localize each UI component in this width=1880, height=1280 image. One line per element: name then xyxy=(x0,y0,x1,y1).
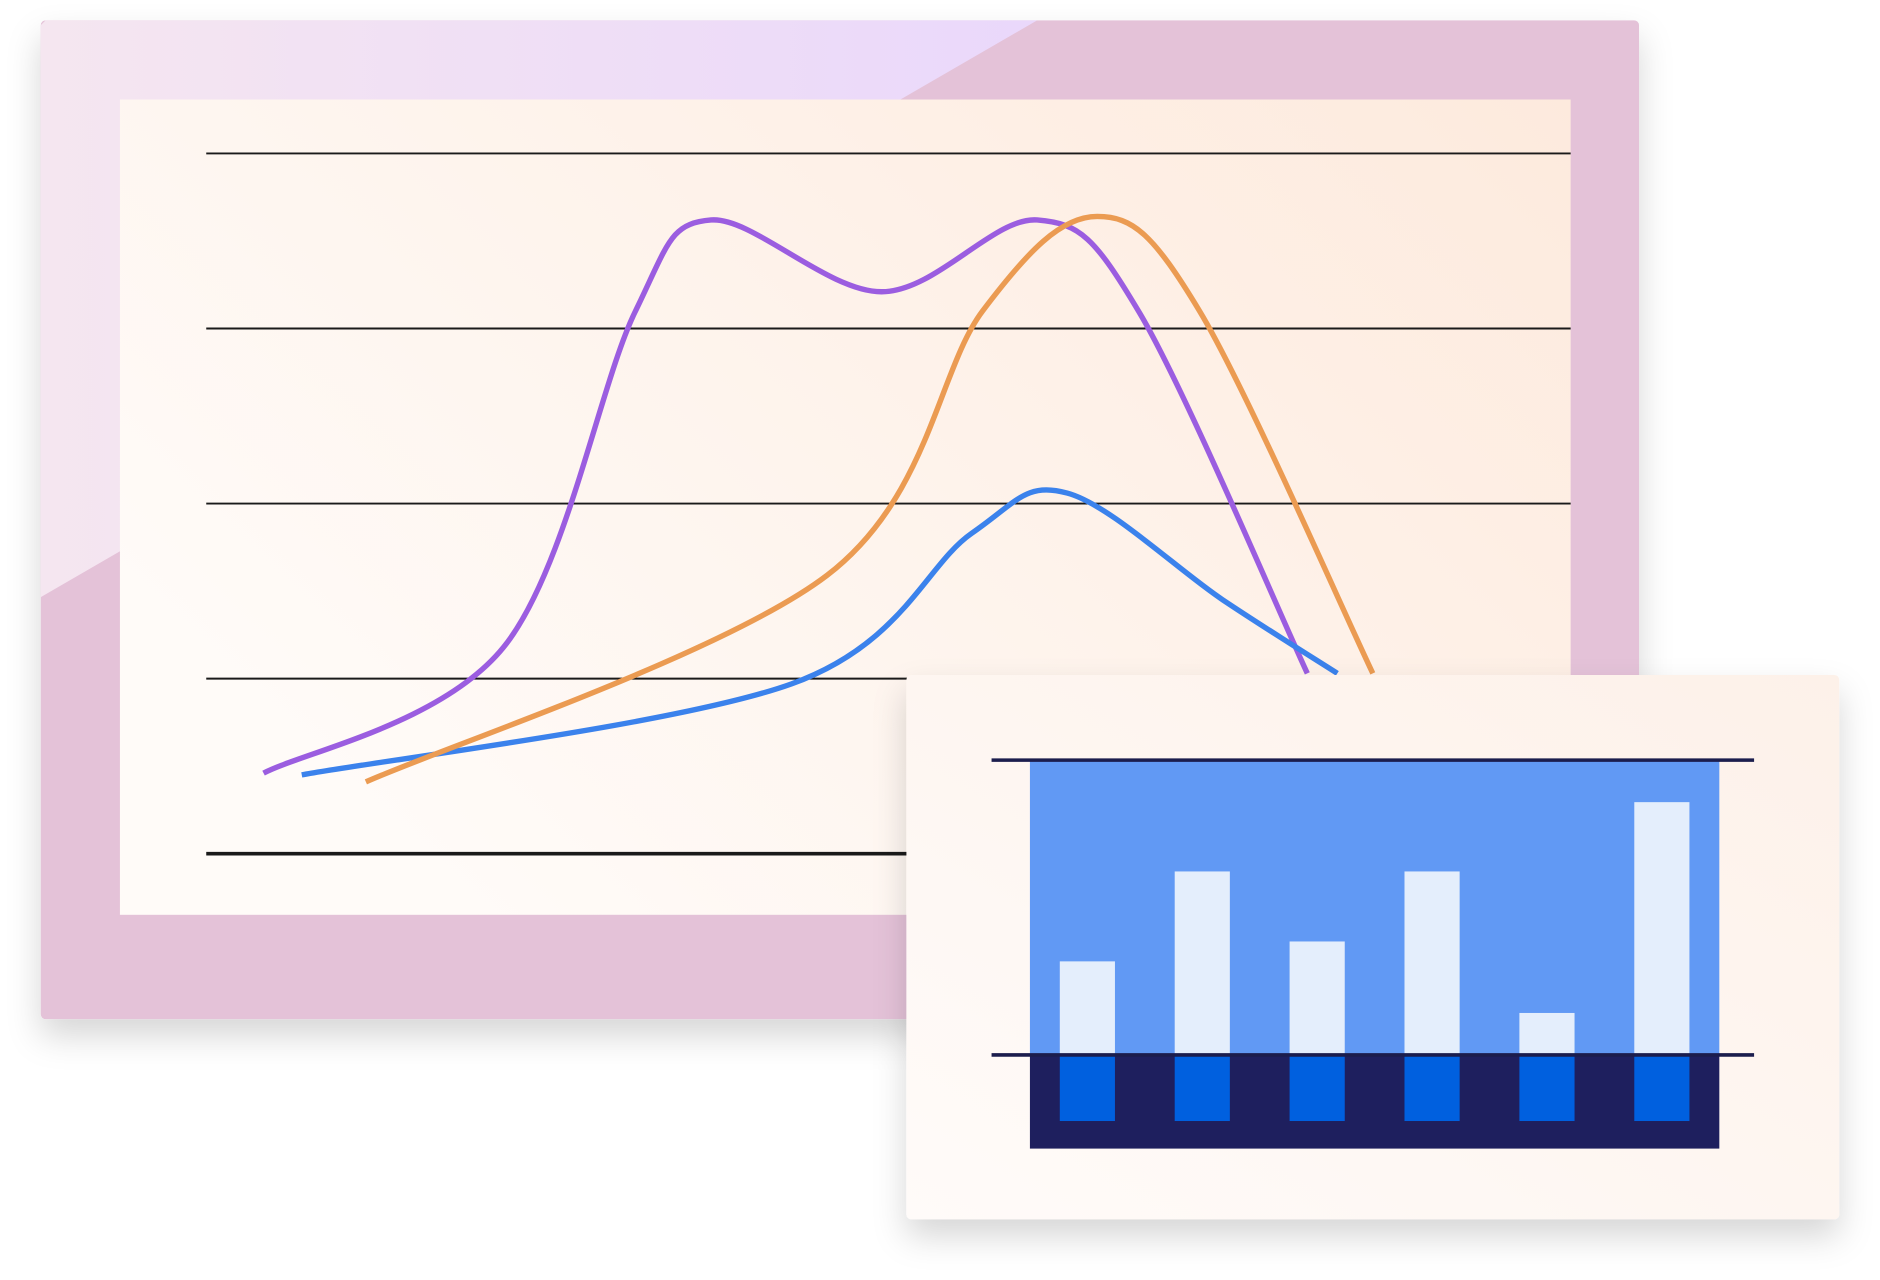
bar-base xyxy=(1634,1054,1690,1122)
bar-base xyxy=(1289,1054,1345,1122)
bar-base xyxy=(1404,1054,1460,1122)
bar xyxy=(1289,941,1345,1055)
line-chart xyxy=(206,152,1571,856)
bar xyxy=(1519,1012,1575,1055)
bar-chart xyxy=(991,758,1755,1149)
bar xyxy=(1404,871,1460,1055)
front-card xyxy=(906,675,1840,1220)
line-series xyxy=(301,487,1339,778)
bar xyxy=(1174,871,1230,1055)
line-series xyxy=(262,217,1310,776)
bar xyxy=(1634,802,1690,1055)
bar-base xyxy=(1059,1054,1115,1122)
plot-base xyxy=(1029,1054,1720,1149)
bar-base xyxy=(1174,1054,1230,1122)
plot-area xyxy=(1029,760,1720,1055)
bar-base xyxy=(1519,1054,1575,1122)
bar xyxy=(1059,961,1115,1055)
line-series xyxy=(364,213,1376,785)
